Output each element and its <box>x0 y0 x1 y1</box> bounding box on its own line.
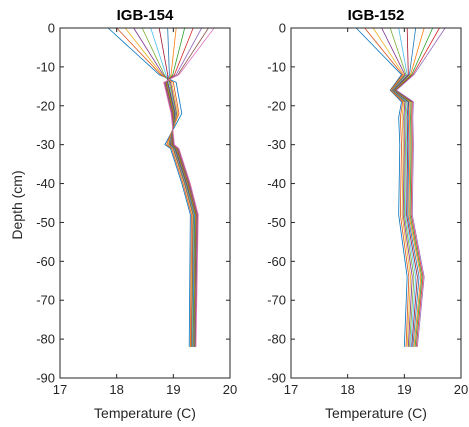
y-tick-label: -80 <box>267 332 286 347</box>
temperature-profile-line <box>166 27 196 347</box>
y-tick-label: -60 <box>36 254 55 269</box>
y-tick-label: -10 <box>267 59 286 74</box>
temperature-profile-line <box>116 27 192 347</box>
plot-frame <box>290 27 462 379</box>
x-tick-label: 18 <box>340 382 354 397</box>
temperature-profile-line <box>394 27 434 347</box>
panel-title: IGB-152 <box>348 7 405 24</box>
y-tick-label: -40 <box>36 176 55 191</box>
x-tick-label: 20 <box>223 382 237 397</box>
panel-title: IGB-154 <box>117 7 174 24</box>
temperature-profile-line <box>164 27 203 347</box>
temperature-profile-line <box>150 27 195 347</box>
y-tick-label: -50 <box>36 215 55 230</box>
temperature-profile-line <box>389 27 415 347</box>
x-axis-label: Temperature (C) <box>325 405 427 421</box>
temperature-profile-line <box>392 27 417 347</box>
x-axis-label: Temperature (C) <box>94 405 196 421</box>
temperature-profile-line <box>364 27 410 347</box>
plot-frame <box>59 27 231 379</box>
temperature-profile-line <box>395 27 440 347</box>
x-tick-label: 18 <box>109 382 123 397</box>
y-tick-label: -20 <box>36 98 55 113</box>
temperature-profile-line <box>166 27 196 347</box>
temperature-profile-line <box>141 27 195 347</box>
y-tick-label: -50 <box>267 215 286 230</box>
y-tick-label: 0 <box>279 21 286 36</box>
y-tick-label: -80 <box>36 332 55 347</box>
temperature-profile-line <box>355 27 408 347</box>
temperature-profile-line <box>163 27 215 347</box>
x-tick-label: 19 <box>397 382 411 397</box>
x-tick-label: 19 <box>166 382 180 397</box>
panel-igb-154: IGB-154 Depth (cm) Temperature (C) 0 -10 -… <box>9 7 237 421</box>
temperature-profile-line <box>395 27 446 347</box>
y-tick-label: -40 <box>267 176 286 191</box>
y-tick-label: -70 <box>36 293 55 308</box>
y-tick-label: -20 <box>267 98 286 113</box>
panel-igb-152: IGB-152 Temperature (C) 0 -10 -20 -30 -40 -50… <box>267 7 468 421</box>
temperature-profile-line <box>165 27 197 347</box>
x-tick-label: 20 <box>454 382 468 397</box>
y-tick-label: -90 <box>267 371 286 386</box>
x-tick-label: 17 <box>284 382 298 397</box>
temperature-profile-line <box>164 27 197 347</box>
y-tick-label: -30 <box>267 137 286 152</box>
y-tick-label: -70 <box>267 293 286 308</box>
temperature-profile-line <box>393 27 420 347</box>
y-tick-label: -10 <box>36 59 55 74</box>
x-tick-label: 17 <box>53 382 67 397</box>
y-tick-label: 0 <box>48 21 55 36</box>
temperature-profile-line <box>394 27 425 347</box>
y-tick-label: -30 <box>36 137 55 152</box>
y-tick-label: -60 <box>267 254 286 269</box>
y-axis-label: Depth (cm) <box>9 170 25 239</box>
temperature-profile-line <box>392 27 418 347</box>
temperature-profile-line <box>107 27 191 347</box>
y-tick-label: -90 <box>36 371 55 386</box>
temperature-profile-line <box>372 27 411 347</box>
temperature-profile-line <box>381 27 413 347</box>
